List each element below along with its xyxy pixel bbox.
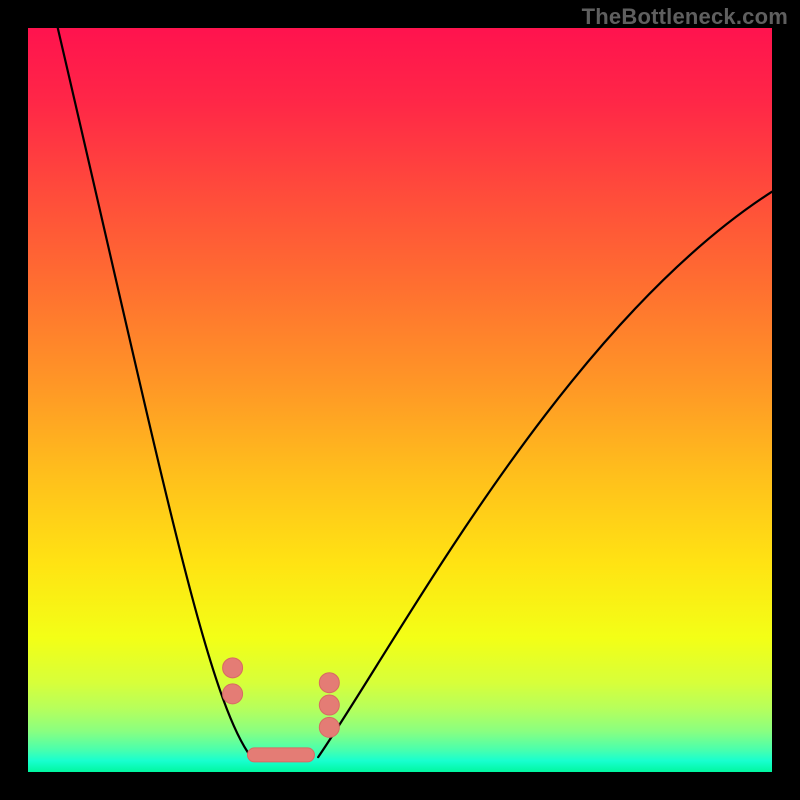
marker-left-1 [223,684,243,704]
watermark-text: TheBottleneck.com [582,4,788,30]
marker-right-0 [319,673,339,693]
chart-root: TheBottleneck.com [0,0,800,800]
plot-area [28,28,772,772]
marker-right-2 [319,717,339,737]
marker-left-0 [223,658,243,678]
marker-bottom-pill [247,748,314,762]
plot-svg [0,0,800,800]
marker-right-1 [319,695,339,715]
